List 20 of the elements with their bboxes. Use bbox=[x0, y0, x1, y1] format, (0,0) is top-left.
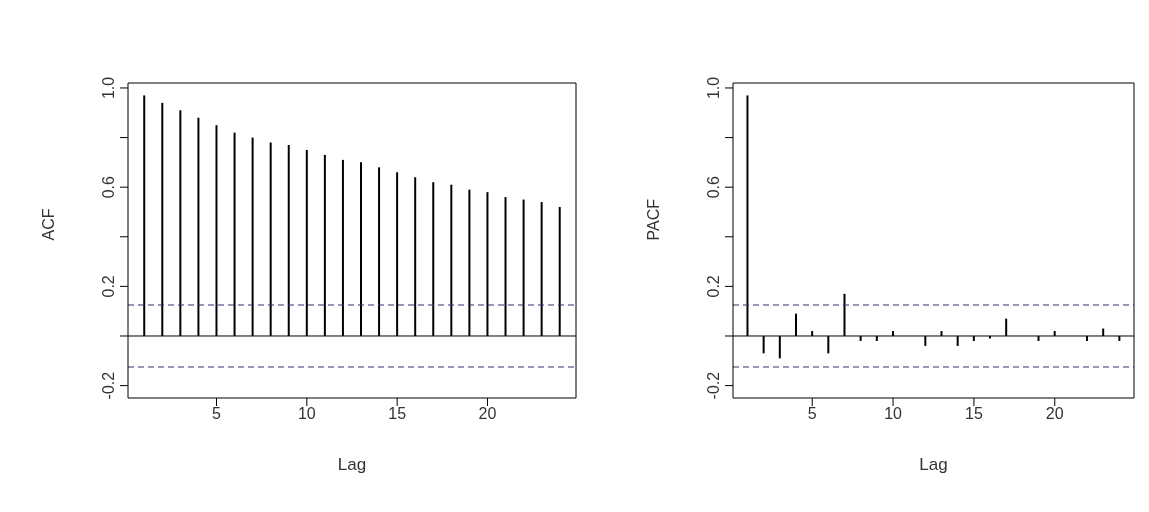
x-tick-label: 5 bbox=[212, 405, 222, 423]
y-tick-label: 1.0 bbox=[705, 76, 722, 100]
x-tick-label: 15 bbox=[388, 405, 407, 423]
x-tick-label: 10 bbox=[297, 405, 316, 423]
y-axis-title: ACF bbox=[39, 208, 57, 241]
x-tick-label: 15 bbox=[965, 405, 983, 423]
x-axis-title: Lag bbox=[337, 455, 367, 474]
x-tick-label: 5 bbox=[807, 405, 817, 423]
x-tick-label: 10 bbox=[884, 405, 903, 423]
y-tick-label: 0.2 bbox=[100, 275, 117, 298]
y-tick-label: 0.6 bbox=[100, 175, 117, 199]
y-tick-label: 1.0 bbox=[100, 76, 117, 100]
x-axis-title: Lag bbox=[919, 455, 948, 474]
x-tick-label: 20 bbox=[478, 405, 497, 423]
y-tick-label: 0.6 bbox=[705, 175, 722, 199]
y-tick-label: -0.2 bbox=[705, 371, 722, 400]
y-axis-title: PACF bbox=[644, 198, 662, 241]
y-tick-label: 0.2 bbox=[705, 275, 722, 298]
y-tick-label: -0.2 bbox=[100, 371, 117, 400]
x-tick-label: 20 bbox=[1045, 405, 1064, 423]
